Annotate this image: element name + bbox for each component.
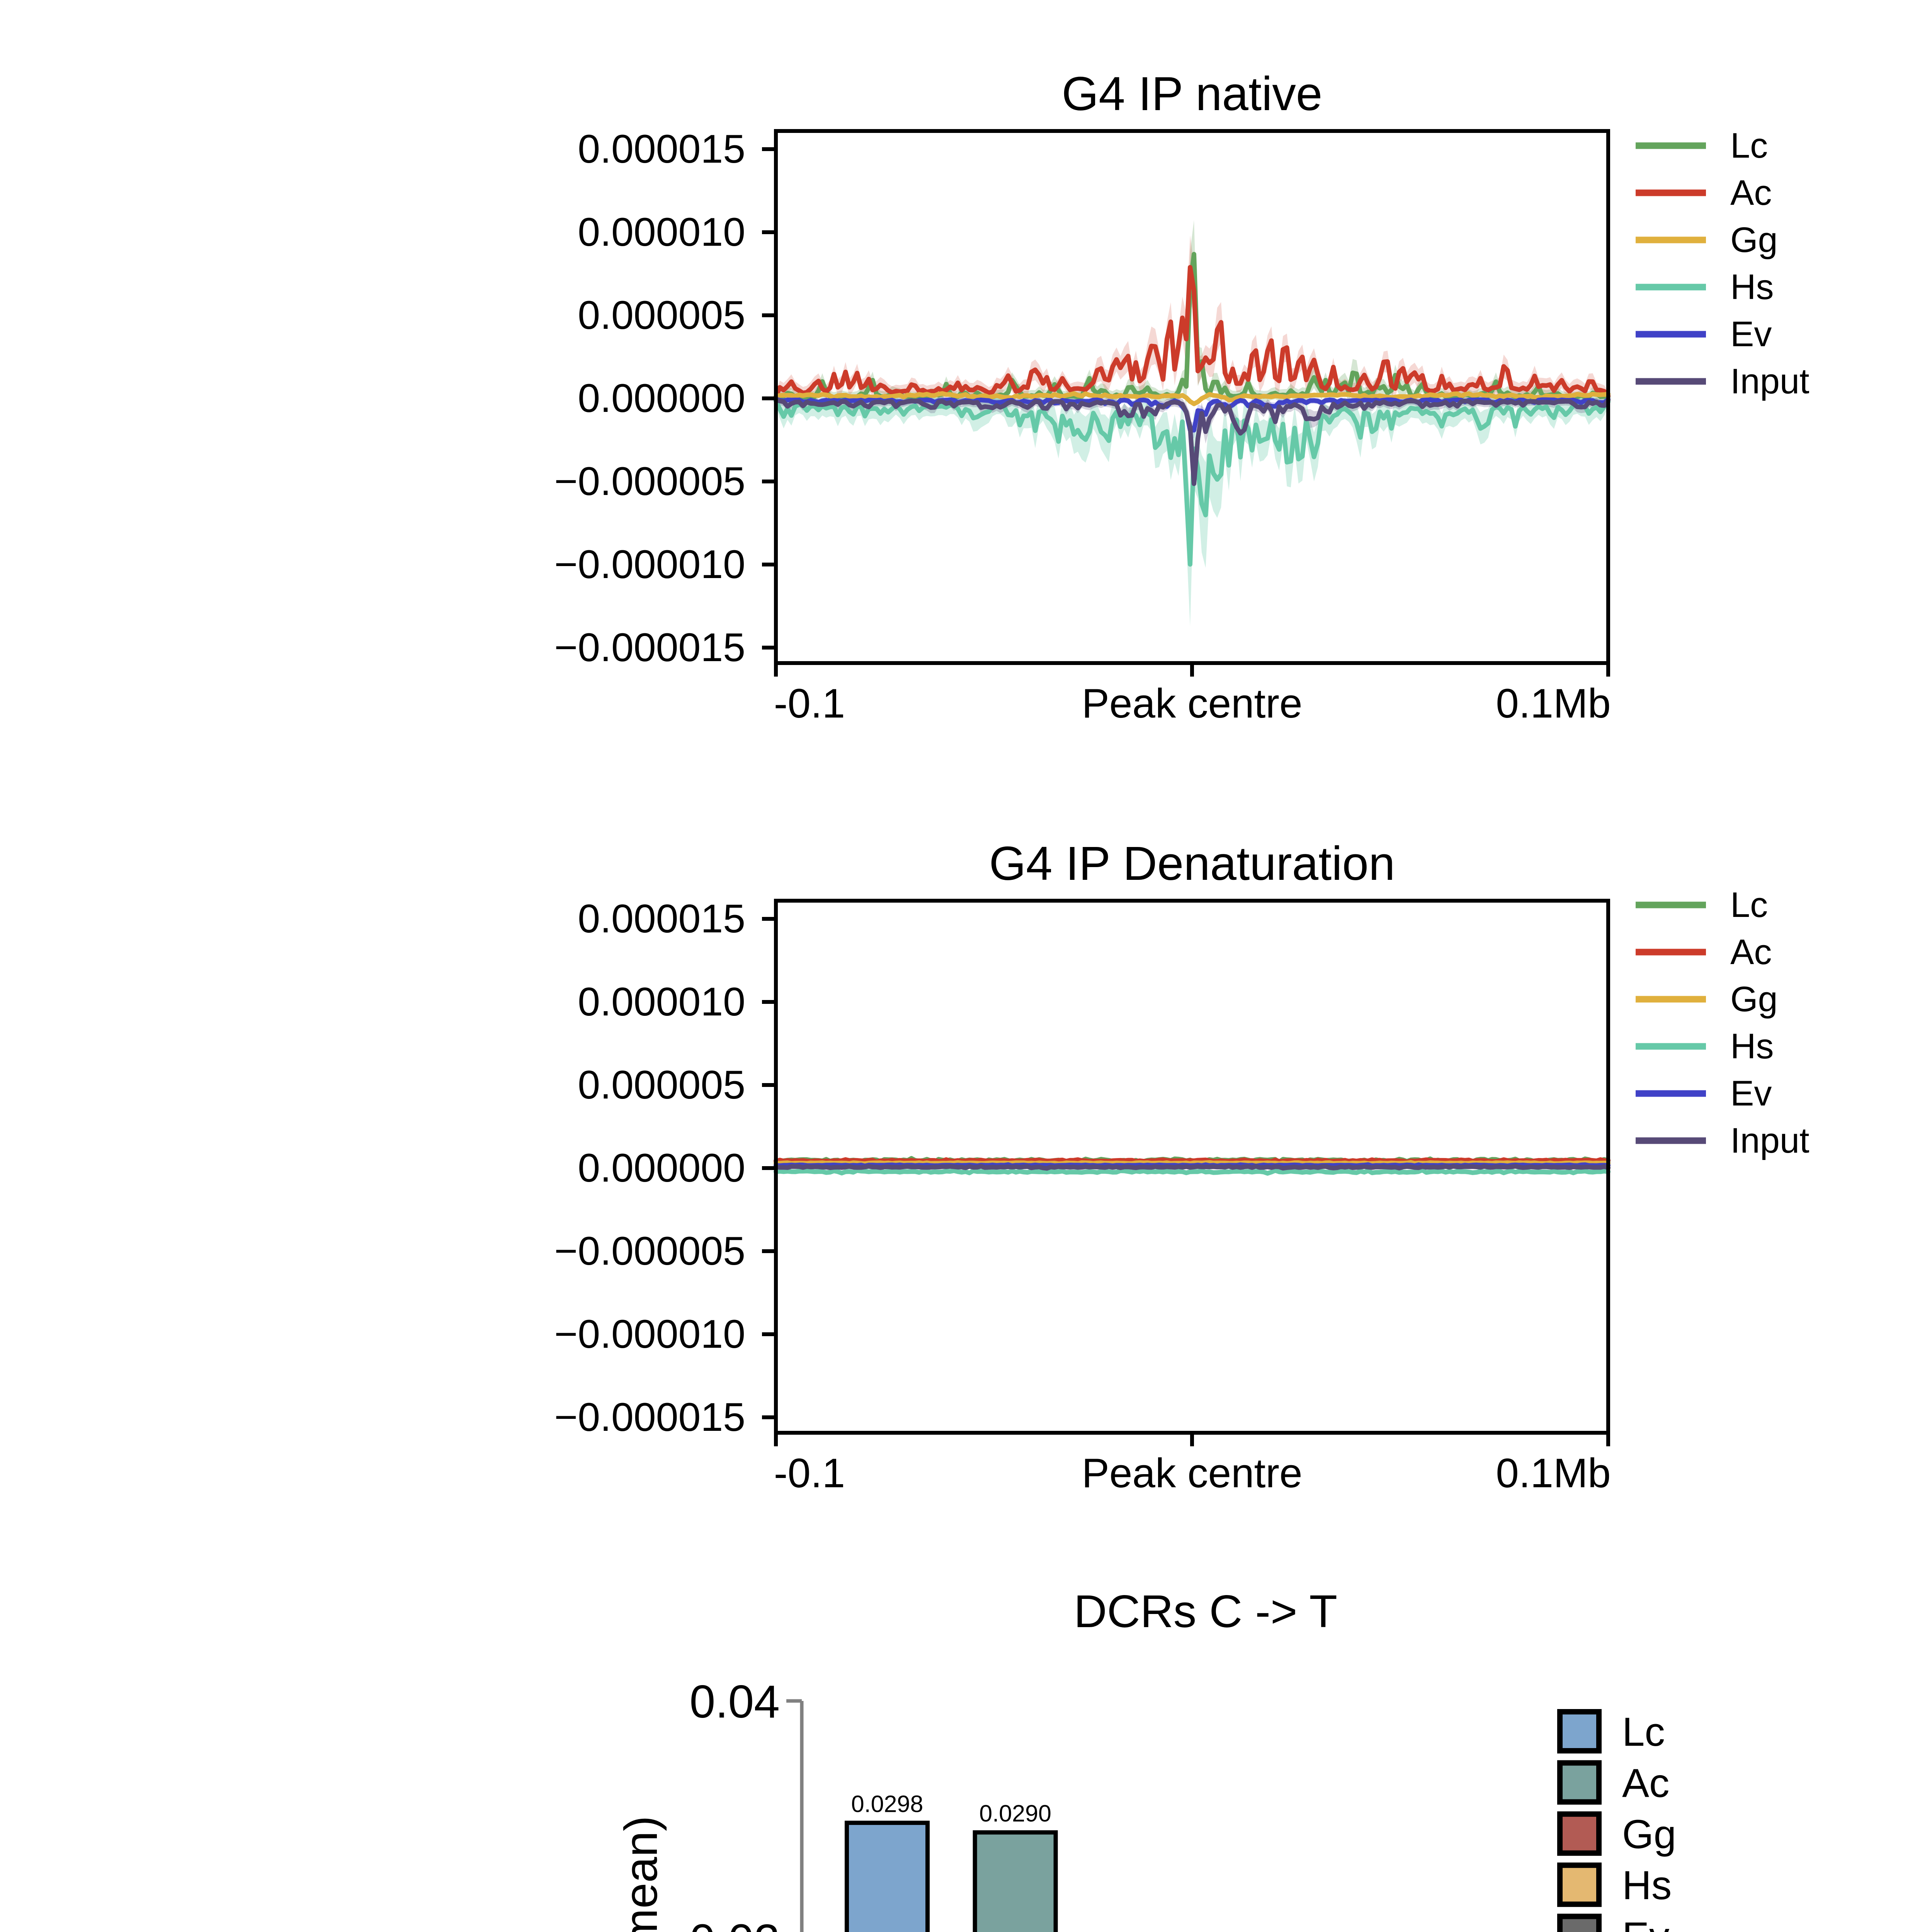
svg-text:−0.000005: −0.000005 bbox=[554, 1229, 745, 1274]
svg-text:0.02: 0.02 bbox=[689, 1915, 780, 1932]
svg-text:Gg: Gg bbox=[1730, 980, 1778, 1019]
svg-text:0.000010: 0.000010 bbox=[578, 980, 745, 1024]
svg-text:−0.000015: −0.000015 bbox=[554, 625, 745, 670]
svg-text:Input: Input bbox=[1730, 1121, 1810, 1160]
svg-text:Hs: Hs bbox=[1622, 1863, 1672, 1908]
svg-text:−0.000015: −0.000015 bbox=[554, 1395, 745, 1440]
svg-text:Ev: Ev bbox=[1730, 1074, 1772, 1113]
svg-text:Gg: Gg bbox=[1622, 1812, 1676, 1857]
svg-text:Lc: Lc bbox=[1730, 885, 1768, 925]
svg-text:Lc: Lc bbox=[1622, 1709, 1665, 1755]
svg-text:C–T Transition rate (sample-m: C–T Transition rate (sample-mean) bbox=[615, 1816, 667, 1932]
svg-text:0.000015: 0.000015 bbox=[578, 127, 745, 172]
svg-text:−0.000010: −0.000010 bbox=[554, 542, 745, 587]
svg-text:Ac: Ac bbox=[1730, 932, 1772, 972]
svg-text:0.000005: 0.000005 bbox=[578, 1063, 745, 1107]
svg-text:Input: Input bbox=[1730, 362, 1810, 401]
svg-text:G4 IP native: G4 IP native bbox=[1062, 68, 1323, 121]
svg-text:-0.1: -0.1 bbox=[774, 680, 845, 726]
svg-text:Peak centre: Peak centre bbox=[1082, 680, 1303, 726]
svg-text:0.000005: 0.000005 bbox=[578, 293, 745, 338]
svg-text:−0.000005: −0.000005 bbox=[554, 459, 745, 504]
svg-text:0.000000: 0.000000 bbox=[578, 1146, 745, 1190]
svg-text:0.1Mb: 0.1Mb bbox=[1496, 680, 1611, 726]
svg-text:0.1Mb: 0.1Mb bbox=[1496, 1450, 1611, 1496]
svg-text:−0.000010: −0.000010 bbox=[554, 1312, 745, 1357]
svg-text:Ac: Ac bbox=[1622, 1760, 1670, 1806]
svg-text:0.0298: 0.0298 bbox=[851, 1791, 923, 1817]
svg-text:DCRs C -> T: DCRs C -> T bbox=[1074, 1586, 1337, 1637]
svg-text:0.000000: 0.000000 bbox=[578, 376, 745, 421]
svg-text:Gg: Gg bbox=[1730, 220, 1778, 260]
svg-text:0.000010: 0.000010 bbox=[578, 210, 745, 255]
svg-text:G4 IP Denaturation: G4 IP Denaturation bbox=[989, 837, 1395, 890]
svg-text:0.000015: 0.000015 bbox=[578, 896, 745, 941]
svg-text:Ev: Ev bbox=[1622, 1914, 1670, 1932]
svg-text:Hs: Hs bbox=[1730, 267, 1774, 307]
svg-text:0.0290: 0.0290 bbox=[979, 1800, 1051, 1827]
svg-text:Ev: Ev bbox=[1730, 315, 1772, 354]
svg-text:Peak centre: Peak centre bbox=[1082, 1450, 1303, 1496]
svg-text:Lc: Lc bbox=[1730, 126, 1768, 165]
svg-text:Ac: Ac bbox=[1730, 173, 1772, 213]
svg-text:-0.1: -0.1 bbox=[774, 1450, 845, 1496]
svg-text:0.04: 0.04 bbox=[689, 1676, 780, 1728]
svg-text:Hs: Hs bbox=[1730, 1027, 1774, 1066]
